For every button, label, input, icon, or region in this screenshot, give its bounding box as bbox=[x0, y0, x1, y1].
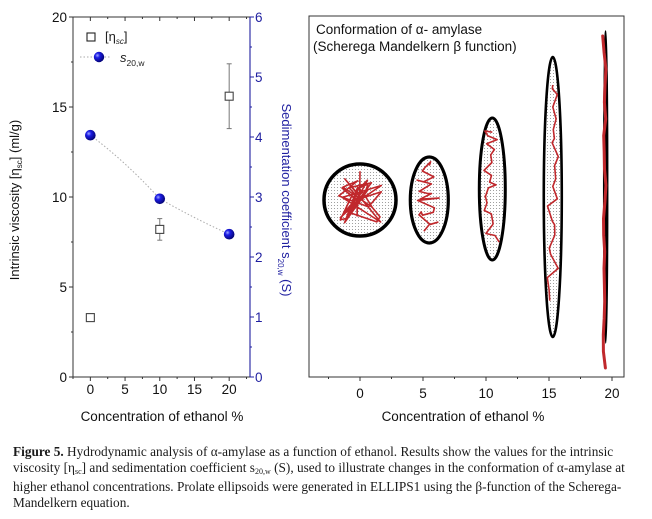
sedimentation-point bbox=[223, 228, 235, 240]
ellipsoid-shape bbox=[542, 55, 564, 339]
ellipsoids bbox=[322, 30, 609, 370]
diagram-x-tick-label: 10 bbox=[478, 386, 493, 401]
caption-text-2: ] and sedimentation coefficient s bbox=[81, 459, 255, 475]
figure-caption: Figure 5. Hydrodynamic analysis of α-amy… bbox=[13, 444, 645, 510]
diagram-x-tick-label: 20 bbox=[604, 386, 619, 401]
protein-chain bbox=[338, 171, 383, 224]
left-axes: 0 5 10 15 20 0 1 2 3 4 5 6 0 5 10 15 20 bbox=[52, 10, 263, 397]
x-tick-label: 10 bbox=[152, 382, 167, 397]
viscosity-point bbox=[155, 224, 165, 234]
protein-chain bbox=[483, 130, 500, 243]
y-tick-label: 10 bbox=[52, 190, 67, 205]
diagram-x-tick-label: 0 bbox=[356, 386, 364, 401]
left-marks bbox=[85, 63, 235, 323]
caption-text-3: (S), used to illustrate changes in the c… bbox=[13, 459, 625, 510]
protein-chain bbox=[416, 161, 440, 232]
left-ylabel: Intrinsic viscosity [ηsc] (ml/g) bbox=[7, 120, 24, 280]
legend-square-marker bbox=[86, 32, 96, 42]
y2-tick-label: 6 bbox=[255, 10, 263, 25]
y2-tick-label: 4 bbox=[255, 130, 263, 145]
right-y2label: Sedimentation coefficient s20,w (S) bbox=[276, 104, 294, 297]
figure: 0 5 10 15 20 0 1 2 3 4 5 6 0 5 10 15 20 [ηsc] s20,w Intr… bbox=[7, 10, 625, 424]
ellipsoid-shape bbox=[408, 155, 450, 245]
diagram-x-tick-label: 5 bbox=[419, 386, 427, 401]
left-xlabel: Concentration of ethanol % bbox=[81, 409, 244, 424]
legend-label-viscosity: [ηsc] bbox=[105, 29, 127, 46]
caption-sub-2: 20,w bbox=[254, 466, 271, 476]
x-tick-label: 20 bbox=[222, 382, 237, 397]
viscosity-point bbox=[85, 313, 95, 323]
caption-label: Figure 5. bbox=[13, 444, 64, 459]
x-tick-label: 0 bbox=[87, 382, 95, 397]
y-tick-label: 5 bbox=[59, 280, 67, 295]
diagram-x-tick-label: 15 bbox=[541, 386, 556, 401]
y-tick-label: 20 bbox=[52, 10, 67, 25]
left-chart: 0 5 10 15 20 0 1 2 3 4 5 6 0 5 10 15 20 [ηsc] s20,w Intr… bbox=[7, 10, 294, 424]
protein-chain bbox=[601, 34, 608, 370]
protein-chain bbox=[546, 84, 560, 301]
y2-tick-label: 2 bbox=[255, 250, 263, 265]
diagram-title-line2: (Scherega Mandelkern β function) bbox=[313, 39, 517, 54]
legend-label-sedimentation: s20,w bbox=[120, 50, 145, 68]
sedimentation-point bbox=[154, 193, 166, 205]
caption-sub-1: sc bbox=[75, 466, 82, 476]
right-diagram: Conformation of α- amylase (Scherega Man… bbox=[308, 15, 625, 424]
y2-tick-label: 0 bbox=[255, 370, 263, 385]
legend-sphere-marker bbox=[93, 51, 105, 63]
right-xlabel: Concentration of ethanol % bbox=[382, 409, 545, 424]
y2-tick-label: 5 bbox=[255, 70, 263, 85]
right-axes: 0 5 10 15 20 bbox=[328, 377, 620, 401]
sedimentation-trend-line bbox=[90, 134, 230, 235]
y2-tick-label: 3 bbox=[255, 190, 263, 205]
y-tick-label: 0 bbox=[59, 370, 67, 385]
legend: [ηsc] s20,w bbox=[80, 29, 145, 68]
y2-tick-label: 1 bbox=[255, 310, 263, 325]
y-tick-label: 15 bbox=[52, 100, 67, 115]
viscosity-point bbox=[224, 91, 234, 101]
caption-text-1: Hydrodynamic analysis of α-amylase as a … bbox=[13, 444, 614, 475]
sedimentation-point bbox=[85, 129, 96, 141]
ellipsoid-shape bbox=[477, 116, 507, 262]
diagram-title-line1: Conformation of α- amylase bbox=[316, 22, 482, 37]
x-tick-label: 5 bbox=[121, 382, 129, 397]
x-tick-label: 15 bbox=[187, 382, 202, 397]
